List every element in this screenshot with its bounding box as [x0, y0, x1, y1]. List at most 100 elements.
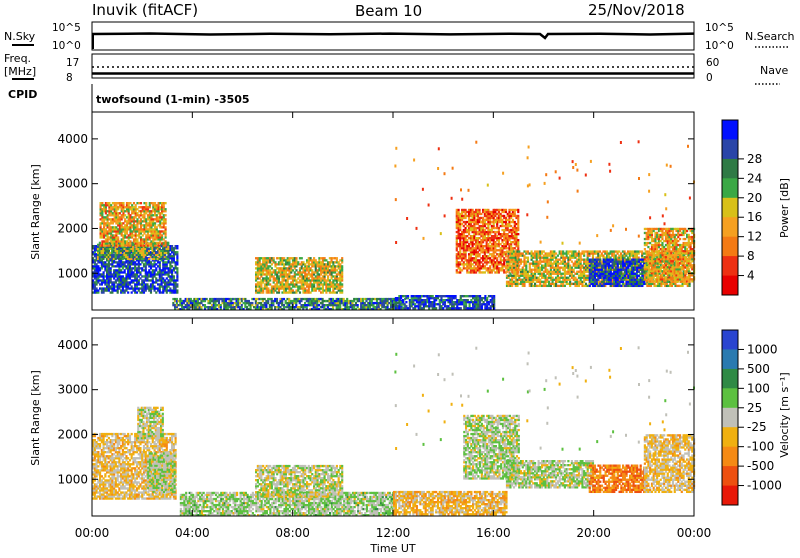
data-cell [112, 222, 114, 224]
data-cell [517, 227, 519, 229]
data-cell [539, 259, 541, 261]
data-cell [136, 226, 138, 228]
data-cell [145, 269, 147, 271]
data-cell [126, 230, 128, 232]
data-cell [97, 277, 99, 279]
data-cell [483, 301, 485, 303]
data-cell [109, 258, 111, 260]
data-cell [479, 211, 481, 213]
data-cell [122, 267, 124, 269]
data-cell [154, 242, 156, 244]
data-cell [112, 244, 114, 246]
data-cell [154, 285, 156, 287]
data-cell [122, 287, 124, 289]
data-cell [460, 307, 462, 309]
data-cell [176, 269, 178, 271]
data-cell [176, 245, 178, 247]
data-cell [140, 212, 142, 214]
data-cell [484, 295, 486, 297]
data-cell [146, 283, 148, 285]
data-cell [107, 234, 109, 236]
data-cell [302, 285, 304, 287]
data-cell [176, 257, 178, 259]
data-cell [267, 267, 269, 269]
data-cell [538, 265, 540, 267]
data-cell [490, 307, 492, 309]
data-cell [169, 281, 171, 283]
data-cell [153, 248, 155, 250]
data-cell [411, 305, 413, 307]
data-cell [557, 255, 559, 257]
data-cell [126, 224, 128, 226]
data-cell [111, 291, 113, 293]
data-cell [260, 283, 262, 285]
data-cell [117, 291, 119, 293]
data-cell [482, 217, 484, 219]
data-cell [299, 269, 301, 271]
data-cell [281, 300, 283, 302]
data-cell [463, 265, 465, 267]
data-cell [145, 202, 147, 204]
data-cell [465, 213, 467, 215]
data-cell [318, 289, 320, 291]
station-title: Inuvik (fitACF) [92, 1, 198, 19]
data-cell [265, 304, 267, 306]
data-cell [136, 224, 138, 226]
data-cell [487, 243, 489, 245]
data-cell [100, 226, 102, 228]
data-cell [271, 263, 273, 265]
data-cell [295, 279, 297, 281]
data-cell [250, 306, 252, 308]
data-cell [468, 233, 470, 235]
data-cell [122, 242, 124, 244]
data-cell [479, 301, 481, 303]
data-cell [113, 283, 115, 285]
data-cell [111, 256, 113, 258]
data-cell [279, 306, 281, 308]
data-cell [169, 267, 171, 269]
data-cell [262, 271, 264, 273]
data-cell [510, 217, 512, 219]
data-cell [414, 303, 416, 305]
data-cell [146, 254, 148, 256]
data-cell [278, 277, 280, 279]
data-cell [564, 259, 566, 261]
data-cell [523, 285, 525, 287]
data-cell [287, 281, 289, 283]
data-cell [117, 236, 119, 238]
freq-panel: Freq. [MHz] 17 8 60 0 Nave [4, 52, 788, 84]
data-cell [136, 256, 138, 258]
data-cell [163, 216, 165, 218]
data-cell [150, 254, 152, 256]
data-cell [176, 273, 178, 275]
data-cell [165, 222, 167, 224]
data-cell [262, 289, 264, 291]
data-cell [266, 263, 268, 265]
data-cell [135, 232, 137, 234]
data-cell [139, 271, 141, 273]
data-cell [580, 257, 582, 259]
data-cell [455, 295, 457, 297]
data-cell [508, 250, 510, 252]
data-cell [545, 283, 547, 285]
data-cell [173, 275, 175, 277]
data-cell [299, 302, 301, 304]
data-cell [444, 301, 446, 303]
data-cell [322, 302, 324, 304]
data-cell [496, 257, 498, 259]
data-cell [407, 297, 409, 299]
data-cell [135, 210, 137, 212]
data-cell [115, 281, 117, 283]
data-cell [455, 297, 457, 299]
data-cell [505, 245, 507, 247]
data-cell [111, 252, 113, 254]
data-cell [491, 271, 493, 273]
data-cell [155, 291, 157, 293]
data-cell [273, 291, 275, 293]
data-cell [517, 217, 519, 219]
data-cell [509, 273, 511, 275]
data-cell [539, 263, 541, 265]
data-cell [164, 269, 166, 271]
data-cell [265, 306, 267, 308]
data-cell [144, 258, 146, 260]
